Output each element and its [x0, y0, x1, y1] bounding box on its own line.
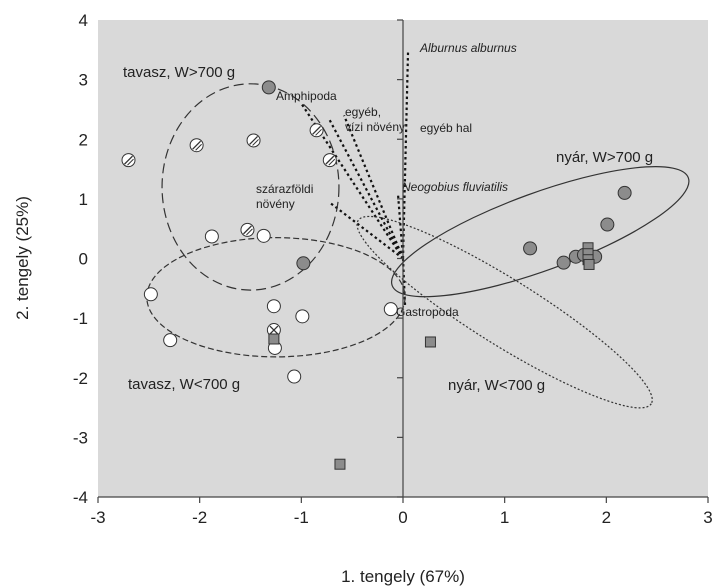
data-point-circle [383, 302, 398, 317]
data-point-hatch [328, 158, 336, 166]
x-tick-label: 1 [500, 508, 509, 527]
vector-label-line: Neogobius fluviatilis [402, 180, 508, 194]
loading-vector [328, 200, 404, 260]
data-point-square [334, 458, 346, 470]
loading-vector [327, 117, 404, 260]
x-tick-label: 0 [398, 508, 407, 527]
y-tick-label: 1 [79, 190, 88, 209]
point-layer [121, 80, 632, 470]
data-point-square [268, 333, 280, 345]
y-tick-label: 2 [79, 130, 88, 149]
vector-label-line: egyéb hal [420, 121, 472, 135]
loading-vector [343, 114, 405, 259]
x-tick-label: 2 [602, 508, 611, 527]
x-axis-title: 1. tengely (67%) [341, 567, 465, 586]
group-label: tavasz, W<700 g [128, 376, 240, 393]
vector-label: Alburnus alburnus [419, 41, 517, 55]
vector-label-line: szárazföldi [256, 182, 313, 196]
y-tick-label: 0 [79, 250, 88, 269]
x-tick-label: -3 [90, 508, 105, 527]
data-point-hatch [252, 139, 259, 146]
data-point-circle [295, 309, 310, 324]
data-point-circle [163, 333, 178, 348]
data-point-hatch [269, 325, 279, 335]
group-ellipse [356, 215, 653, 409]
group-ellipse [161, 83, 340, 291]
data-point-circle [617, 185, 632, 200]
data-point-hatch [242, 225, 252, 235]
vector-label-line: növény [256, 197, 295, 211]
data-point-hatch [249, 135, 259, 145]
data-point-square [583, 258, 595, 270]
y-tick-label: -2 [73, 369, 88, 388]
vector-label-line: Amphipoda [276, 89, 337, 103]
y-tick-label: 4 [79, 11, 88, 30]
vector-label: Amphipoda [276, 89, 337, 103]
vector-label-line: Gastropoda [396, 305, 459, 319]
data-point-hatch [124, 155, 133, 165]
data-point-circle [266, 299, 281, 314]
data-point-circle [256, 228, 271, 243]
data-point-circle [523, 241, 538, 256]
y-axis-title: 2. tengely (25%) [13, 196, 32, 320]
data-point-circle [287, 369, 302, 384]
data-point-circle [600, 217, 615, 232]
data-point-hatch [195, 143, 202, 151]
y-tick-label: -4 [73, 488, 88, 507]
vector-label-line: egyéb, [345, 105, 381, 119]
group-label: tavasz, W>700 g [123, 64, 235, 81]
data-point-circle [143, 287, 158, 302]
ellipse-layer [146, 83, 690, 409]
group-label: nyár, W>700 g [556, 149, 653, 166]
data-point-circle [261, 80, 276, 95]
vector-label: szárazföldi növény [256, 182, 313, 211]
data-point-square [424, 336, 436, 348]
data-point-hatch [127, 158, 134, 166]
group-ellipse [390, 166, 690, 298]
vector-label-line: Alburnus alburnus [419, 41, 517, 55]
data-point-hatch [325, 155, 335, 165]
group-label: nyár, W<700 g [448, 377, 545, 394]
data-point-hatch [246, 228, 253, 236]
y-tick-label: -3 [73, 428, 88, 447]
vector-label: egyéb, vízi növény [345, 105, 405, 134]
data-point-hatch [315, 128, 322, 136]
vector-label-layer: Alburnus alburnus Amphipoda egyéb, vízi növ… [256, 41, 517, 319]
vector-label-line: vízi növény [345, 120, 405, 134]
data-point-circle [556, 255, 571, 270]
x-tick-label: -2 [192, 508, 207, 527]
data-point-hatch [192, 140, 202, 150]
data-point-circle [296, 256, 311, 271]
data-point-hatch [312, 125, 322, 135]
vector-label: Neogobius fluviatilis [402, 180, 508, 194]
vector-label: Gastropoda [396, 305, 459, 319]
x-tick-label: -1 [294, 508, 309, 527]
y-tick-label: -1 [73, 309, 88, 328]
group-label-layer: tavasz, W>700 g tavasz, W<700 g nyár, W>70… [123, 64, 653, 394]
y-tick-label: 3 [79, 71, 88, 90]
vector-label: egyéb hal [420, 121, 472, 135]
x-tick-label: 3 [703, 508, 712, 527]
data-point-circle [204, 229, 219, 244]
